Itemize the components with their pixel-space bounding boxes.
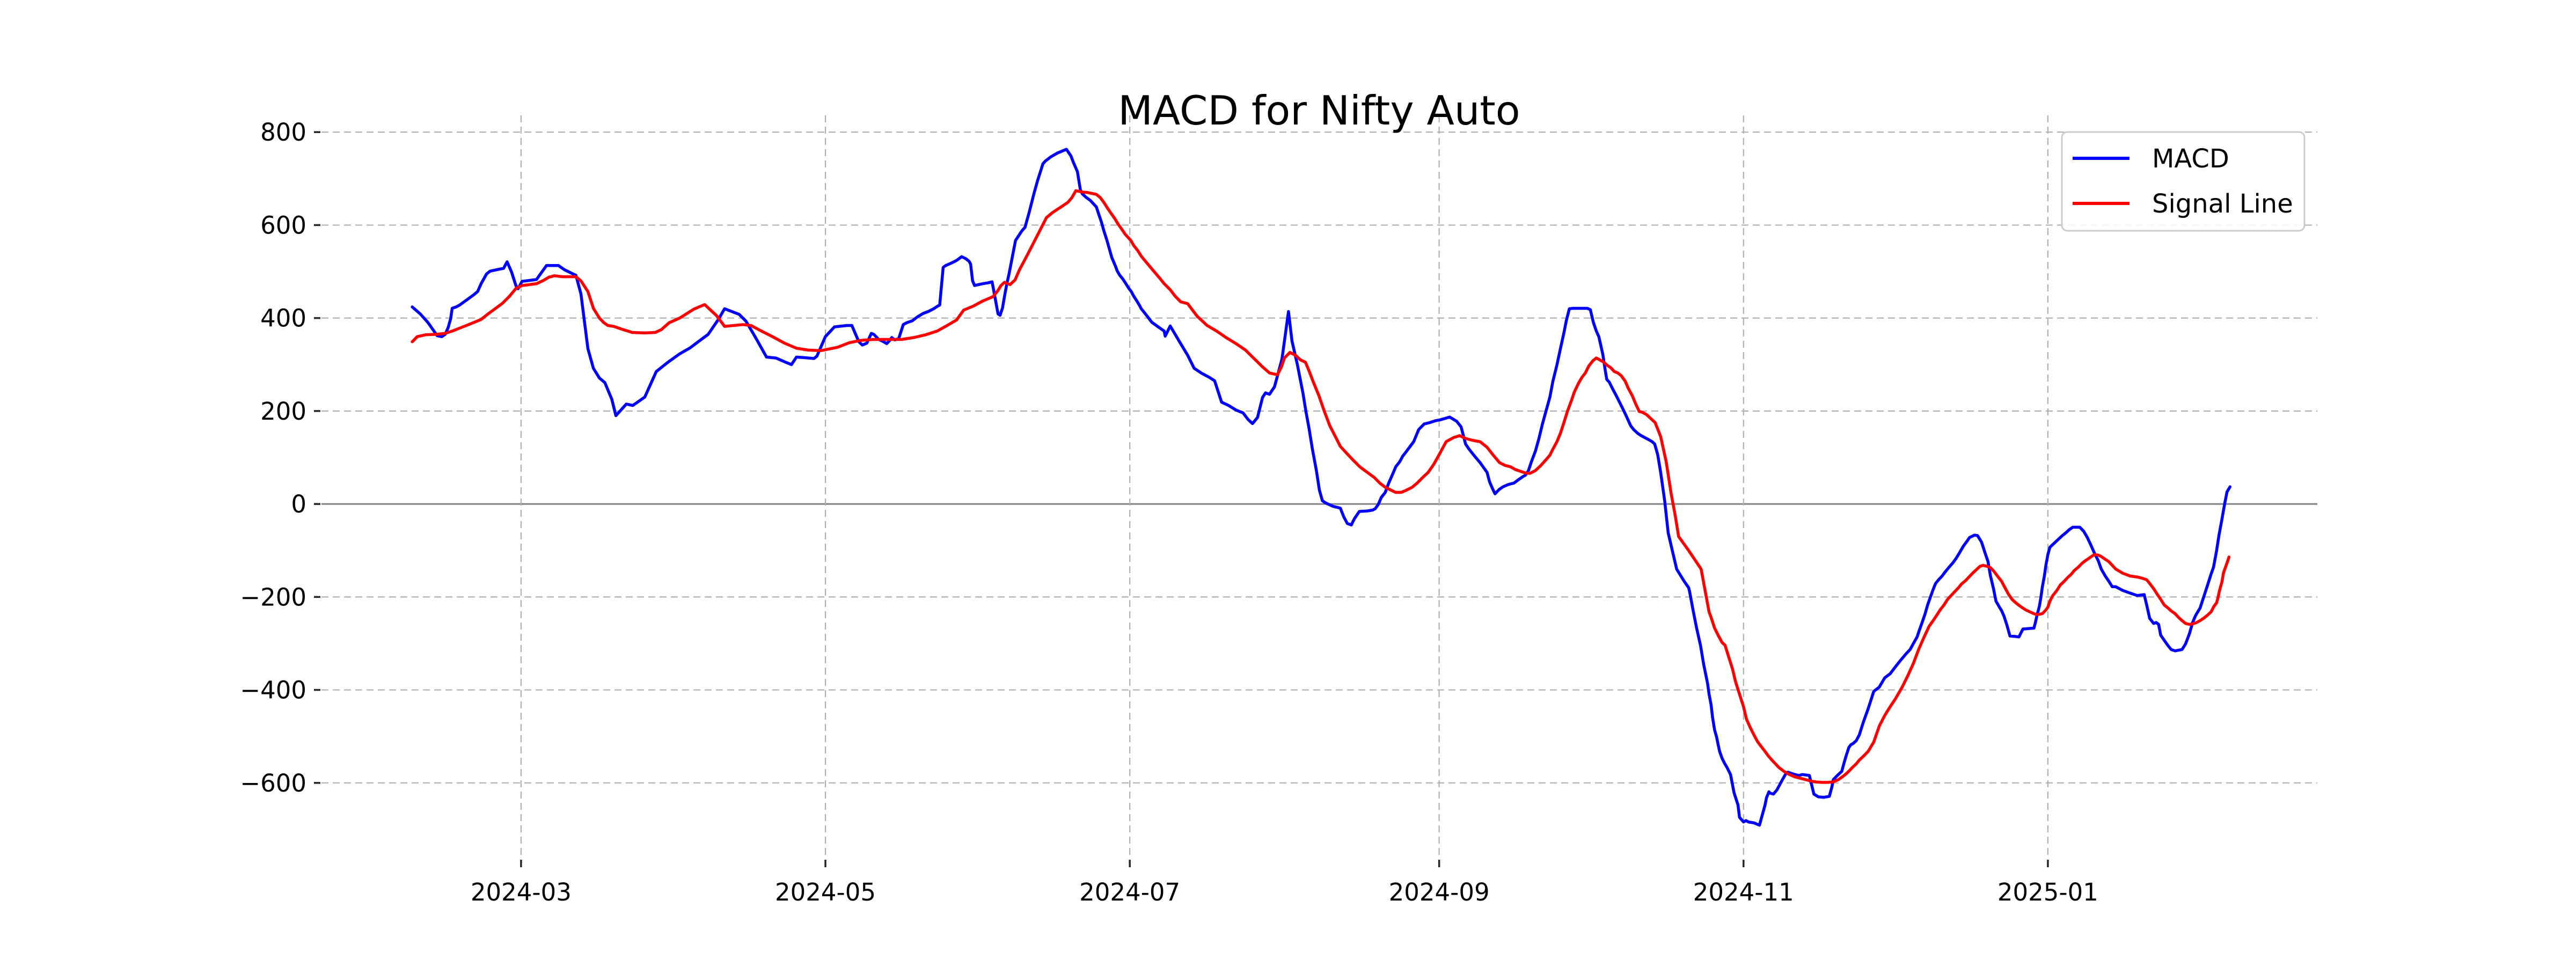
y-tick-label-800: 800 — [260, 118, 306, 147]
y-tick-label-600: 600 — [260, 211, 306, 239]
y-tick-label-400: 400 — [260, 304, 306, 333]
legend: MACD Signal Line — [2061, 131, 2306, 232]
legend-label-signal: Signal Line — [2152, 189, 2293, 219]
y-tick-label--600: −600 — [240, 769, 306, 797]
x-tick-label-2024-05: 2024-05 — [775, 878, 876, 906]
x-tick-label-2024-03: 2024-03 — [471, 878, 572, 906]
legend-item-signal: Signal Line — [2073, 189, 2293, 219]
series-layer — [411, 148, 2232, 827]
x-tick-label-2024-07: 2024-07 — [1079, 878, 1180, 906]
axis-layer: 800 600 400 200 0 −200 −400 −600 2024-03 2024-05 2… — [240, 118, 2098, 906]
macd-series-line — [411, 148, 2232, 827]
chart-title: MACD for Nifty Auto — [1118, 87, 1520, 134]
x-tick-label-2025-01: 2025-01 — [1997, 878, 2098, 906]
y-tick-label--400: −400 — [240, 676, 306, 705]
legend-item-macd: MACD — [2073, 144, 2229, 174]
signal-line-series-line — [411, 189, 2231, 784]
y-tick-label--200: −200 — [240, 583, 306, 611]
x-tick-label-2024-11: 2024-11 — [1693, 878, 1794, 906]
legend-label-macd: MACD — [2152, 144, 2229, 174]
x-tick-label-2024-09: 2024-09 — [1389, 878, 1490, 906]
y-tick-label-0: 0 — [291, 490, 306, 518]
grid-layer — [321, 115, 2317, 859]
y-tick-label-200: 200 — [260, 397, 306, 426]
